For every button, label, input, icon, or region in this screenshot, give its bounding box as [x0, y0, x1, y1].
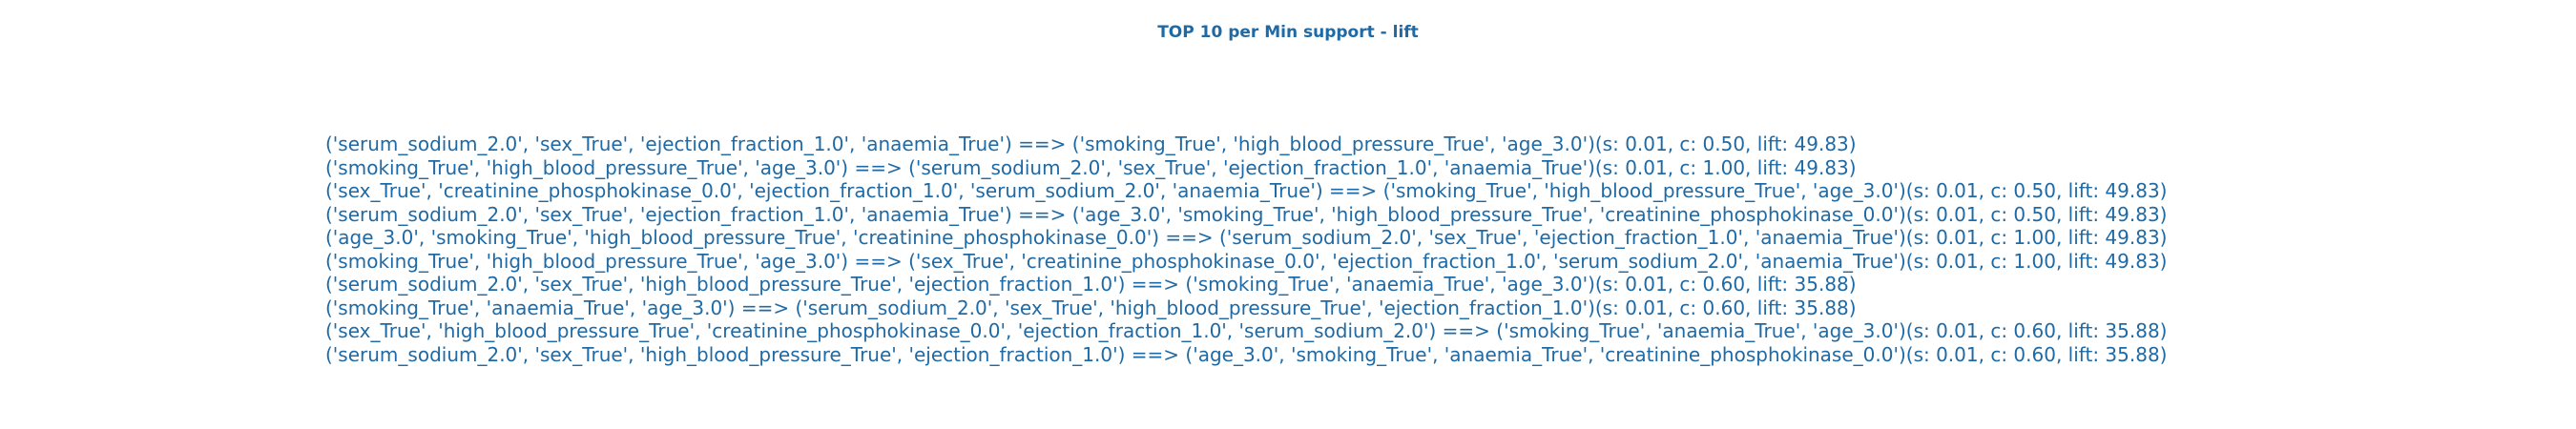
- rule-item: ('sex_True', 'creatinine_phosphokinase_0…: [325, 179, 2168, 202]
- rules-list: ('serum_sodium_2.0', 'sex_True', 'ejecti…: [325, 133, 2167, 366]
- rule-item: ('smoking_True', 'high_blood_pressure_Tr…: [325, 249, 2168, 273]
- page-title: TOP 10 per Min support - lift: [1157, 23, 1419, 42]
- rule-item: ('smoking_True', 'high_blood_pressure_Tr…: [325, 155, 1857, 179]
- rule-item: ('serum_sodium_2.0', 'sex_True', 'high_b…: [325, 342, 2168, 366]
- rule-item: ('age_3.0', 'smoking_True', 'high_blood_…: [325, 226, 2168, 249]
- rule-item: ('serum_sodium_2.0', 'sex_True', 'high_b…: [325, 273, 1857, 296]
- rule-item: ('serum_sodium_2.0', 'sex_True', 'ejecti…: [325, 133, 1857, 155]
- rule-item: ('serum_sodium_2.0', 'sex_True', 'ejecti…: [325, 202, 2168, 226]
- rule-item: ('smoking_True', 'anaemia_True', 'age_3.…: [325, 296, 1857, 319]
- rule-item: ('sex_True', 'high_blood_pressure_True',…: [325, 319, 2168, 342]
